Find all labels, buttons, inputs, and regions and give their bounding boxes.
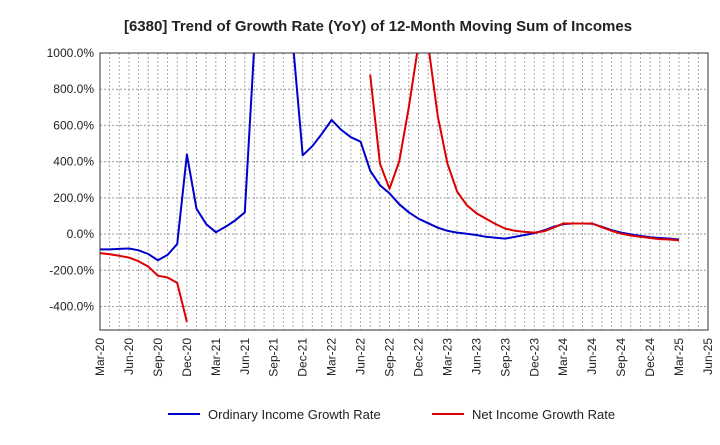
series-lines <box>100 53 680 323</box>
x-tick-label: Dec-20 <box>180 338 194 377</box>
x-tick-label: Dec-22 <box>411 338 425 377</box>
x-tick-label: Mar-21 <box>209 338 223 376</box>
y-tick-label: 200.0% <box>53 191 94 205</box>
legend-label: Ordinary Income Growth Rate <box>208 407 381 422</box>
x-tick-label: Sep-20 <box>151 338 165 377</box>
x-tick-label: Jun-22 <box>354 338 368 375</box>
x-tick-label: Jun-23 <box>469 338 483 375</box>
y-tick-label: 0.0% <box>67 227 95 241</box>
x-tick-label: Mar-23 <box>440 338 454 376</box>
x-tick-label: Sep-24 <box>614 338 628 377</box>
x-tick-label: Dec-23 <box>527 338 541 377</box>
y-tick-label: 800.0% <box>53 82 94 96</box>
x-tick-label: Jun-24 <box>585 338 599 375</box>
x-tick-label: Mar-20 <box>93 338 107 376</box>
plot-area-frame <box>99 52 709 331</box>
grid <box>99 52 709 330</box>
y-tick-label: 1000.0% <box>47 46 95 60</box>
x-tick-label: Sep-23 <box>498 338 512 377</box>
legend-label: Net Income Growth Rate <box>472 407 615 422</box>
x-tick-label: Mar-22 <box>325 338 339 376</box>
x-tick-label: Sep-21 <box>267 338 281 377</box>
axis-labels: 1000.0% 800.0% 600.0% 400.0% 200.0% 0.0% -200.… <box>47 46 715 377</box>
x-tick-label: Mar-24 <box>556 338 570 376</box>
chart-title: [6380] Trend of Growth Rate (YoY) of 12-… <box>124 18 632 35</box>
y-tick-label: -200.0% <box>49 263 94 277</box>
y-tick-label: 600.0% <box>53 118 94 132</box>
x-tick-label: Mar-25 <box>672 338 686 376</box>
x-tick-label: Dec-24 <box>643 338 657 377</box>
y-tick-label: 400.0% <box>53 155 94 169</box>
x-tick-label: Jun-20 <box>122 338 136 375</box>
legend: Ordinary Income Growth Rate Net Income Gr… <box>168 407 615 422</box>
series-line-ordinary-income <box>100 53 680 262</box>
x-tick-label: Jun-21 <box>238 338 252 375</box>
x-tick-label: Jun-25 <box>701 338 715 375</box>
series-line-net-income <box>100 53 680 323</box>
y-tick-label: -400.0% <box>49 299 94 313</box>
x-tick-label: Dec-21 <box>296 338 310 377</box>
x-tick-label: Sep-22 <box>383 338 397 377</box>
